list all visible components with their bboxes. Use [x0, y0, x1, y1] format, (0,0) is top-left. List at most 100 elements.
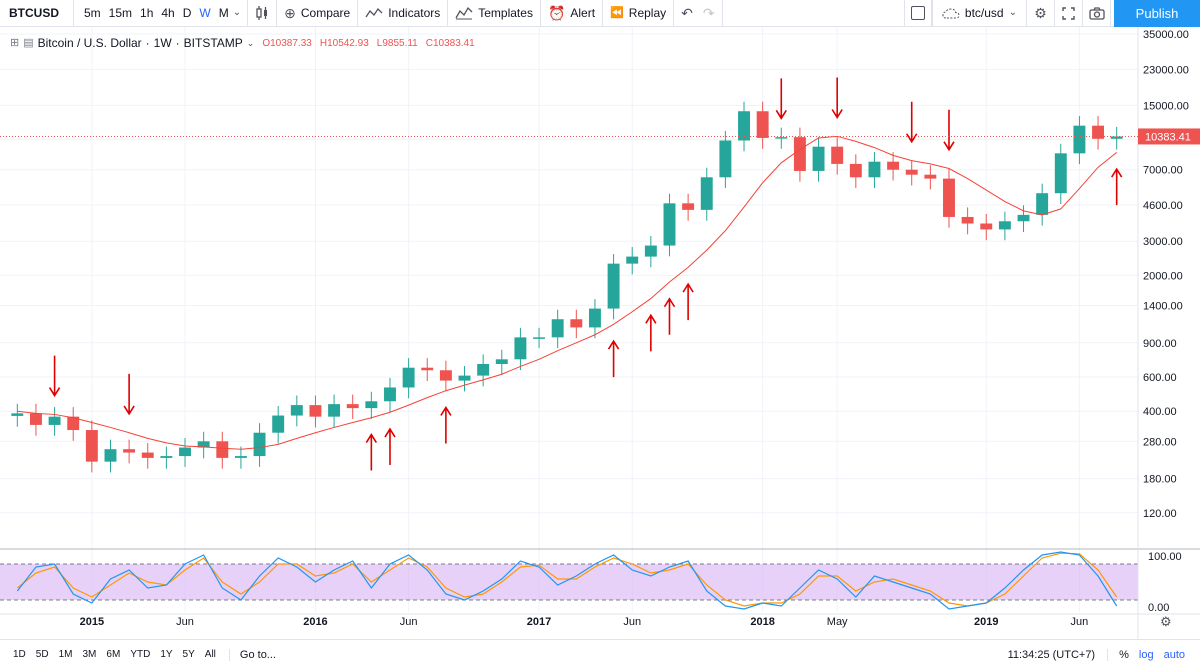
candle-body [887, 161, 900, 170]
replay-button[interactable]: ⏪ Replay [603, 0, 675, 27]
price-axis-label: 15000.00 [1143, 100, 1189, 112]
symbol-search[interactable]: BTCUSD [0, 0, 74, 27]
camera-icon [1088, 6, 1105, 20]
up-arrow [384, 427, 396, 466]
price-axis-label: 23000.00 [1143, 64, 1189, 76]
candle-body [961, 216, 974, 224]
range-1d[interactable]: 1D [13, 649, 26, 660]
snapshot-button[interactable] [1083, 0, 1111, 27]
candle-body [309, 405, 322, 417]
price-axis-label: 2000.00 [1143, 270, 1183, 282]
down-arrow [906, 101, 918, 144]
auto-toggle[interactable]: auto [1163, 648, 1185, 661]
layout-selector[interactable]: btc/usd ⌄ [931, 0, 1027, 27]
candle-body [290, 405, 303, 416]
candle-body [11, 413, 24, 416]
interval-5m[interactable]: 5m [84, 6, 101, 20]
fullscreen-button[interactable] [1055, 0, 1083, 27]
candle-body [793, 137, 806, 171]
undo-icon[interactable]: ↶ [681, 5, 693, 21]
fullscreen-toggle-button[interactable] [903, 0, 932, 27]
price-axis-label: 7000.00 [1143, 165, 1183, 177]
candle-body [1017, 214, 1030, 222]
candle-body [849, 163, 862, 178]
time-axis-label: 2017 [527, 616, 551, 628]
percent-toggle[interactable]: % [1119, 648, 1129, 661]
goto-button[interactable]: Go to... [228, 648, 286, 661]
candle-body [48, 416, 61, 425]
alert-label: Alert [570, 6, 596, 20]
bottom-bar: 1D 5D 1M 3M 6M YTD 1Y 5Y All Go to... 11… [0, 639, 1200, 669]
top-toolbar: BTCUSD 5m 15m 1h 4h D W M ⌄ ⊕ Compare In… [0, 0, 1200, 27]
osc-band-fill [0, 564, 1138, 600]
time-axis-label: Jun [1071, 616, 1089, 628]
candle-body [85, 430, 98, 462]
interval-d[interactable]: D [182, 6, 192, 20]
time-axis-label: Jun [623, 616, 641, 628]
log-toggle[interactable]: log [1138, 648, 1154, 661]
interval-4h[interactable]: 4h [161, 6, 175, 20]
candle-body [663, 203, 676, 246]
osc-axis-label: 100.00 [1148, 551, 1182, 563]
collapse-icon[interactable]: ⊞ [10, 37, 20, 49]
candle-body [738, 111, 750, 141]
interval-15m[interactable]: 15m [108, 6, 133, 20]
candle-body [160, 456, 173, 458]
interval-m[interactable]: M [218, 6, 229, 20]
last-price-label: 10383.41 [1145, 131, 1191, 143]
price-axis-label: 900.00 [1143, 338, 1177, 350]
range-6m[interactable]: 6M [106, 649, 121, 660]
chevron-down-icon[interactable]: ⌄ [246, 38, 255, 48]
layout-name: btc/usd [964, 6, 1004, 20]
price-axis-label: 3000.00 [1143, 236, 1183, 248]
up-arrow [663, 297, 676, 335]
candle-body [179, 447, 191, 457]
range-5d[interactable]: 5D [35, 649, 49, 660]
legend-high: H10542.93 [319, 37, 369, 49]
redo-icon[interactable]: ↷ [702, 5, 715, 21]
candle-body [588, 308, 601, 328]
up-arrow [1111, 167, 1123, 206]
candle-body [458, 375, 471, 381]
range-all[interactable]: All [204, 649, 216, 660]
candle-body [439, 370, 452, 381]
candle-body [626, 256, 639, 264]
gear-icon: ⚙ [1034, 5, 1047, 21]
compare-label: Compare [300, 6, 351, 20]
candle-body [756, 111, 769, 138]
candle-body [980, 223, 993, 230]
range-ytd[interactable]: YTD [130, 649, 151, 660]
range-1y[interactable]: 1Y [160, 649, 173, 660]
publish-button[interactable]: Publish [1114, 0, 1200, 27]
candle-body [998, 221, 1011, 230]
down-arrow [123, 373, 135, 416]
settings-button[interactable]: ⚙ [1027, 0, 1055, 27]
compare-button[interactable]: ⊕ Compare [277, 0, 359, 27]
templates-button[interactable]: Templates [448, 0, 541, 27]
candle-body [253, 432, 266, 457]
up-arrow [645, 313, 657, 352]
eye-icon[interactable]: ▤ [23, 37, 34, 49]
chart-type-button[interactable] [248, 0, 278, 27]
indicators-button[interactable]: Indicators [358, 0, 449, 27]
range-5y[interactable]: 5Y [182, 649, 195, 660]
candle-body [1092, 125, 1105, 139]
candle-body [1054, 153, 1067, 194]
interval-1h[interactable]: 1h [140, 6, 154, 20]
down-arrow [48, 355, 61, 398]
clock: 11:34:25 (UTC+7) [996, 648, 1109, 661]
price-chart[interactable]: 35000.0023000.0015000.0010000.007000.004… [0, 27, 1200, 639]
templates-label: Templates [478, 6, 533, 20]
alert-button[interactable]: ⏰ Alert [541, 0, 604, 27]
candle-body [328, 404, 341, 417]
chevron-down-icon[interactable]: ⌄ [232, 7, 242, 18]
candle-body [477, 363, 490, 376]
candle-body [924, 174, 937, 179]
range-3m[interactable]: 3M [82, 649, 97, 660]
interval-w[interactable]: W [199, 6, 211, 20]
candle-body [868, 161, 881, 178]
time-axis-label: Jun [400, 616, 418, 628]
down-arrow [943, 109, 955, 152]
range-1m[interactable]: 1M [58, 649, 73, 660]
candle-body [402, 367, 415, 388]
